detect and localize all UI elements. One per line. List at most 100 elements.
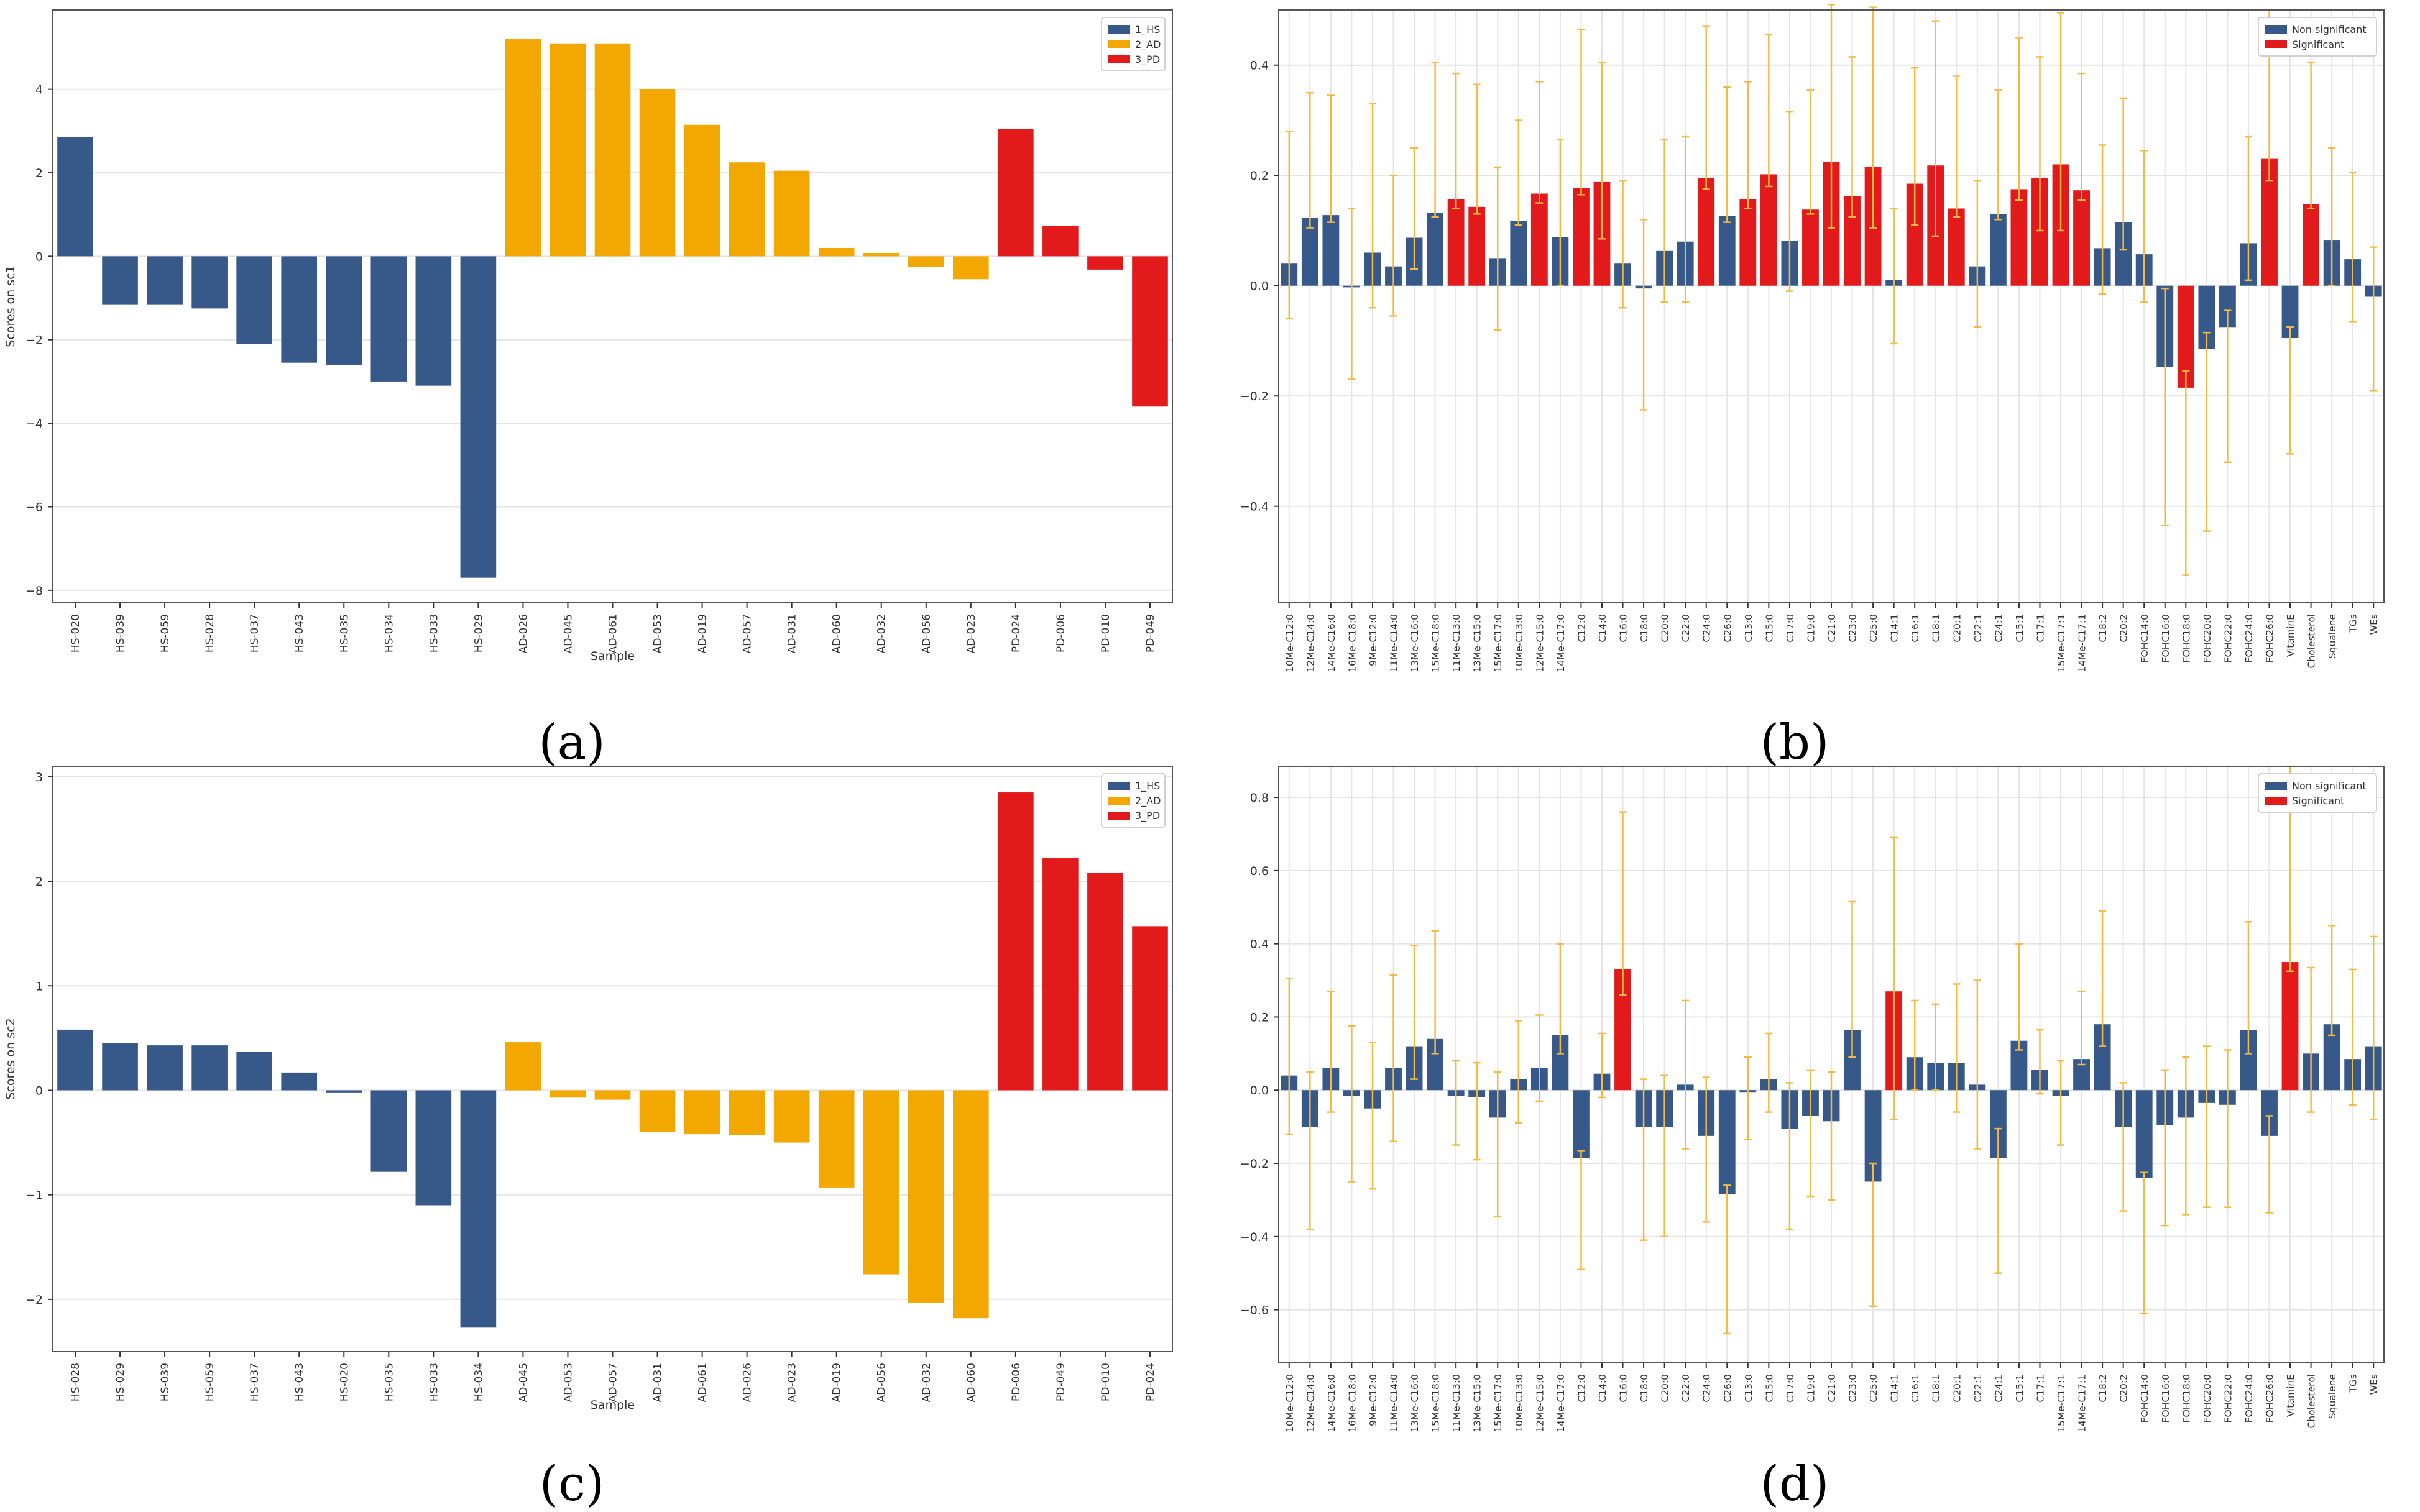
bar: [1087, 873, 1123, 1091]
x-tick-label: C12:0: [1576, 1374, 1587, 1403]
x-tick-label: Squalene: [2327, 614, 2338, 659]
bar: [1718, 216, 1736, 286]
x-tick-label: 9Me-C12:0: [1368, 614, 1379, 666]
bar: [639, 1090, 676, 1132]
y-tick-label: −1: [25, 1189, 43, 1203]
x-axis-label: Sample: [591, 649, 635, 663]
bar: [1132, 256, 1168, 407]
y-tick-label: 2: [35, 875, 43, 889]
x-tick-label: PD-006: [1055, 614, 1067, 653]
legend-label: Non significant: [2292, 780, 2367, 792]
x-tick-label: AD-045: [562, 614, 574, 653]
x-tick-label: 13Me-C16:0: [1409, 614, 1420, 672]
legend-label: 1_HS: [1135, 24, 1160, 36]
x-tick-label: AD-019: [697, 614, 709, 653]
x-tick-label: AD-056: [876, 1363, 888, 1402]
x-tick-label: C22:1: [1972, 1374, 1984, 1403]
bar: [281, 256, 318, 363]
x-tick-label: C18:2: [2097, 1374, 2109, 1403]
x-tick-label: C24:0: [1701, 1374, 1713, 1403]
bar: [550, 43, 586, 257]
y-tick-label: −6: [25, 500, 43, 514]
legend-label: 1_HS: [1135, 780, 1160, 792]
bar: [953, 256, 989, 280]
chart-c: −2 −1 0 1 2 3 HS-028 HS-029 HS-039 HS-059 HS-037 HS…: [4, 766, 1173, 1412]
x-tick-label: 12Me-C15:0: [1534, 1374, 1545, 1432]
x-tick-label: C20:2: [2119, 614, 2130, 643]
bar: [1739, 199, 1757, 286]
x-tick-label: HS-037: [249, 614, 261, 653]
bar: [908, 1090, 944, 1303]
x-tick-label: 15Me-C18:0: [1430, 614, 1442, 672]
y-tick-label: 0.0: [1250, 1084, 1269, 1097]
x-tick-label: C16:1: [1910, 1374, 1921, 1403]
x-tick-label: 15Me-C17:1: [2056, 614, 2067, 672]
bar: [773, 1090, 810, 1143]
x-tick-label: PD-049: [1055, 1363, 1067, 1401]
bar: [2010, 189, 2028, 286]
x-tick-label: C22:1: [1972, 614, 1984, 643]
x-tick-label: 11Me-C13:0: [1451, 614, 1462, 672]
x-tick-label: 12Me-C15:0: [1534, 614, 1545, 672]
y-tick-label: −2: [25, 334, 43, 347]
bar: [147, 1045, 183, 1091]
bar: [550, 1090, 586, 1098]
y-tick-label: 0: [35, 1084, 43, 1097]
bar: [1427, 213, 1444, 286]
bar: [1760, 174, 1777, 286]
legend-swatch: [2265, 782, 2287, 790]
legend-swatch: [2265, 25, 2287, 34]
bar: [818, 1090, 855, 1188]
bar: [729, 1090, 765, 1135]
x-tick-label: C15:0: [1764, 1374, 1775, 1403]
x-tick-label: PD-024: [1010, 614, 1023, 653]
x-tick-label: C23:0: [1847, 614, 1859, 643]
y-tick-label: 0.0: [1250, 280, 1269, 293]
legend-swatch: [1108, 782, 1130, 790]
bar: [2073, 190, 2090, 286]
x-tick-label: AD-032: [921, 1363, 933, 1402]
bar: [2135, 1090, 2153, 1178]
bar: [639, 89, 676, 257]
panel-label-a: (a): [538, 715, 605, 771]
x-tick-label: 14Me-C17:1: [2077, 614, 2088, 672]
legend-label: 2_AD: [1135, 39, 1161, 51]
x-tick-label: HS-033: [428, 614, 440, 653]
legend-label: Non significant: [2292, 24, 2367, 35]
bar: [460, 1090, 497, 1328]
x-tick-label: FOHC22:0: [2222, 614, 2234, 662]
x-tick-label: HS-059: [204, 1363, 216, 1401]
x-tick-label: AD-031: [652, 1363, 665, 1402]
y-tick-label: −8: [25, 584, 43, 598]
x-axis-label: Sample: [591, 1398, 635, 1412]
bar: [1042, 858, 1079, 1091]
legend-label: 3_PD: [1135, 810, 1160, 822]
y-tick-label: 0: [35, 250, 43, 263]
x-tick-label: C19:0: [1805, 1374, 1816, 1403]
y-tick-label: −0.2: [1240, 1157, 1269, 1171]
legend-label: Significant: [2292, 39, 2344, 50]
x-tick-label: C24:1: [1993, 614, 2004, 643]
x-tick-label: HS-037: [249, 1363, 261, 1401]
bar: [236, 1052, 272, 1091]
x-tick-label: WEs: [2368, 1374, 2380, 1395]
x-tick-label: C14:0: [1597, 614, 1608, 643]
x-tick-label: 16Me-C18:0: [1346, 1374, 1358, 1432]
x-tick-label: VitaminE: [2285, 614, 2296, 657]
x-tick-label: 10Me-C12:0: [1284, 614, 1295, 672]
bar: [1301, 218, 1318, 286]
x-tick-label: AD-023: [786, 1363, 799, 1402]
y-tick-label: −4: [25, 417, 43, 431]
legend-label: 2_AD: [1135, 795, 1161, 807]
x-tick-label: FOHC18:0: [2181, 1374, 2192, 1423]
bar: [1698, 178, 1715, 286]
x-tick-label: AD-026: [742, 1363, 754, 1402]
x-tick-label: PD-010: [1100, 1363, 1112, 1401]
y-tick-label: −2: [25, 1293, 43, 1307]
x-tick-label: WEs: [2368, 614, 2380, 635]
x-tick-label: C15:1: [2014, 1374, 2025, 1403]
y-tick-label: 1: [35, 979, 43, 993]
x-tick-label: FOHC22:0: [2222, 1374, 2234, 1423]
bar: [505, 1042, 541, 1091]
y-tick-label: 0.8: [1250, 791, 1269, 805]
